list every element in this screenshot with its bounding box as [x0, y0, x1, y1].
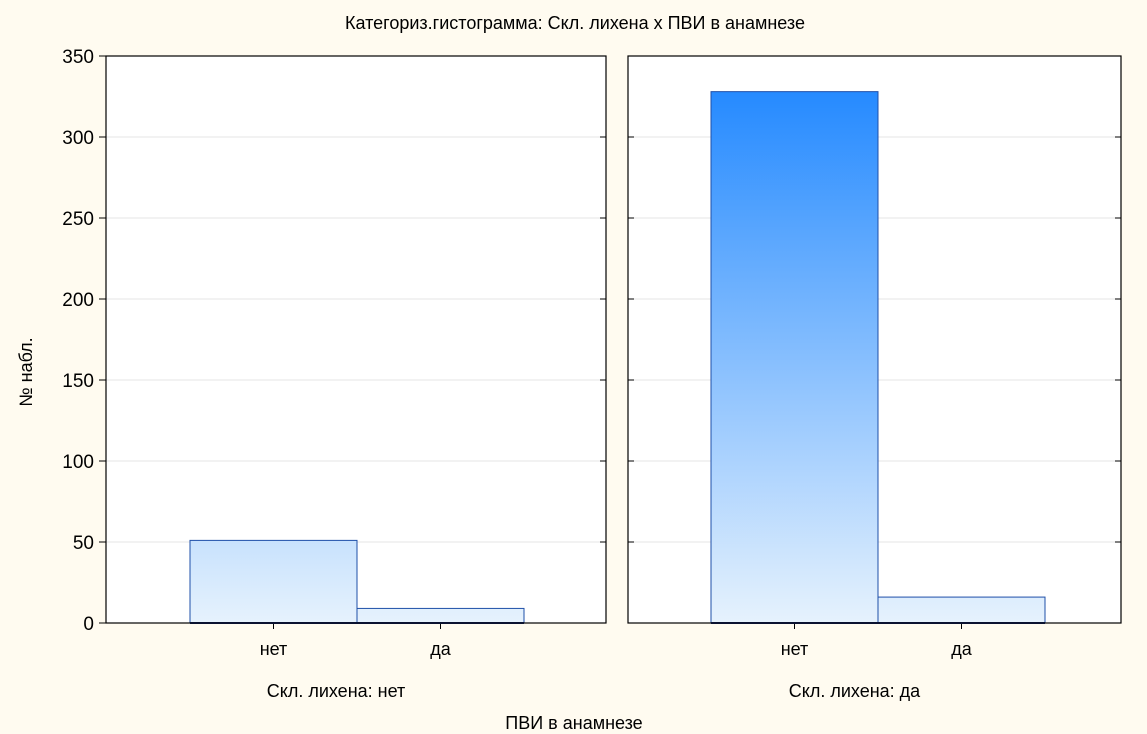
y-tick-label: 250	[62, 209, 94, 230]
y-tick-label: 150	[62, 371, 94, 392]
y-axis-label: № набл.	[16, 337, 36, 406]
x-axis-label: ПВИ в анамнезе	[505, 713, 642, 733]
bar-нет	[189, 539, 358, 624]
x-tick-label: нет	[781, 639, 809, 659]
y-tick-label: 350	[62, 47, 94, 68]
panel-1: нет да Скл. лихена: нет	[105, 55, 607, 701]
x-tick-label: да	[951, 639, 973, 659]
chart-title: Категориз.гистограмма: Скл. лихена x ПВИ…	[345, 13, 805, 33]
y-axis-ticks: 0 50 100 150 200 250 300 350	[62, 47, 106, 635]
y-tick-label: 300	[62, 128, 94, 149]
x-tick-label: нет	[260, 639, 288, 659]
y-tick-label: 0	[83, 614, 94, 635]
y-tick-label: 100	[62, 452, 94, 473]
panel-frame	[627, 55, 1122, 624]
panel-label: Скл. лихена: нет	[267, 681, 406, 701]
bar-нет	[710, 91, 879, 624]
bar-да	[356, 607, 525, 624]
panel-2: нет да Скл. лихена: да	[627, 55, 1122, 701]
x-tick-label: да	[430, 639, 452, 659]
y-tick-label: 200	[62, 290, 94, 311]
chart-panels: нет да Скл. лихена: нет нет да Скл. лихена: д…	[105, 55, 1122, 701]
bar-да	[877, 596, 1046, 624]
panel-label: Скл. лихена: да	[789, 681, 921, 701]
panel-plot-area	[106, 56, 606, 623]
panel-frame	[105, 55, 607, 624]
y-tick-label: 50	[73, 533, 94, 554]
